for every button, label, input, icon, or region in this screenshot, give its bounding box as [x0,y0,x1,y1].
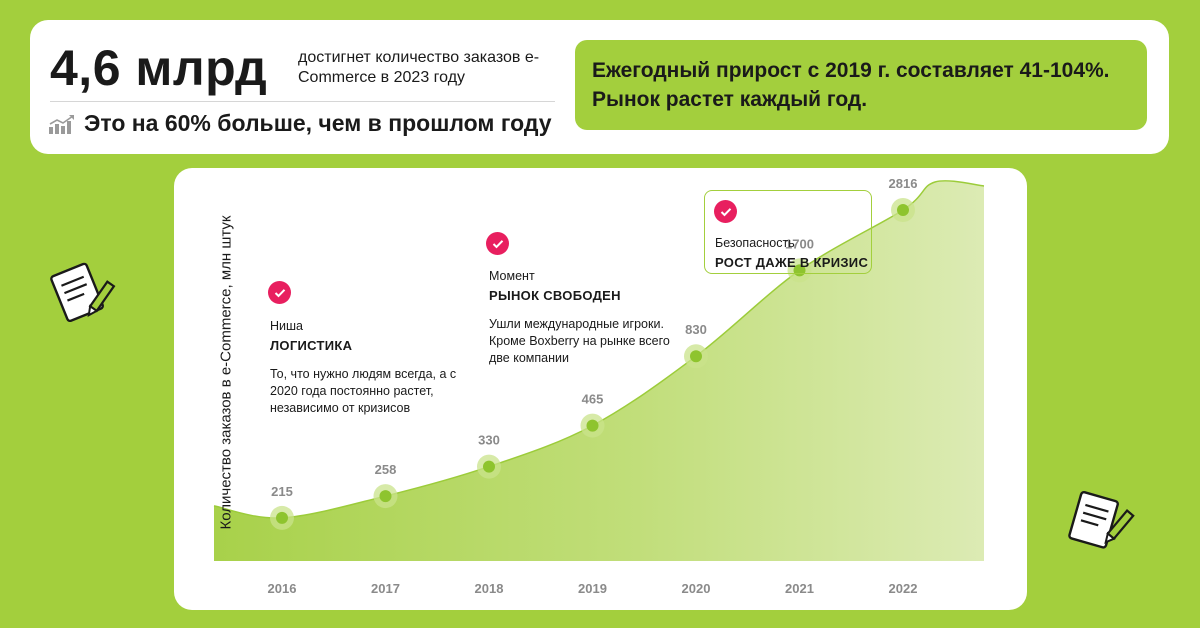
note-headline: РОСТ ДАЖЕ В КРИЗИС [715,255,869,270]
check-icon [714,200,737,223]
x-tick-label: 2022 [889,581,918,596]
note-headline: РЫНОК СВОБОДЕН [489,288,621,303]
document-pencil-icon [1068,491,1135,549]
document-pencil-icon [50,262,116,323]
data-point [276,511,288,524]
summary-divider [50,101,555,102]
note-moment: Момент РЫНОК СВОБОДЕН Ушли международные… [489,268,689,367]
check-icon [486,232,509,255]
bar-chart-growth-icon [49,114,74,134]
note-headline: ЛОГИСТИКА [270,338,353,353]
highlight-text: Ежегодный прирост с 2019 г. составляет 4… [592,59,1110,111]
data-point [379,490,392,503]
x-tick-label: 2018 [475,581,504,596]
data-value-label: 215 [271,484,293,499]
x-tick-label: 2019 [578,581,607,596]
y-axis-label: Количество заказов в e-Commerce, млн шту… [217,215,235,530]
note-kicker: Ниша [270,319,303,333]
data-value-label: 2816 [889,176,918,191]
data-value-label: 258 [375,462,397,477]
data-value-label: 1700 [785,236,814,251]
note-kicker: Безопасность [715,236,795,250]
data-point [690,350,702,363]
area-chart: 215 2016 258 2017 330 2018 465 2019 830 2020 1700 2… [213,176,985,596]
data-point [897,204,909,217]
x-tick-label: 2021 [785,581,814,596]
data-point [586,419,599,432]
note-body: Ушли международные игроки. Кроме Boxberr… [489,317,670,365]
headline-number: 4,6 млрд [50,40,268,96]
highlight-box: Ежегодный прирост с 2019 г. составляет 4… [575,40,1147,130]
summary-card: 4,6 млрд достигнет количество заказов e-… [30,20,1169,154]
x-tick-label: 2017 [371,581,400,596]
callout-safety: Безопасность РОСТ ДАЖЕ В КРИЗИС [704,190,872,274]
x-tick-label: 2016 [268,581,297,596]
note-niche: Ниша ЛОГИСТИКА То, что нужно людям всегд… [270,318,490,417]
data-value-label: 465 [582,392,604,407]
growth-statement: Это на 60% больше, чем в прошлом году [48,110,552,137]
x-tick-label: 2020 [682,581,711,596]
note-kicker: Момент [489,269,535,283]
growth-text: Это на 60% больше, чем в прошлом году [84,110,552,136]
note-body: То, что нужно людям всегда, а с 2020 год… [270,367,457,415]
chart-area-fill [214,180,984,562]
headline-caption: достигнет количество заказов e-Commerce … [298,49,540,86]
data-point [483,460,495,473]
data-value-label: 830 [685,322,707,337]
chart-card: 215 2016 258 2017 330 2018 465 2019 830 2020 1700 2… [174,168,1027,610]
check-icon [268,281,291,304]
note-safety: Безопасность РОСТ ДАЖЕ В КРИЗИС [715,235,873,271]
data-value-label: 330 [478,433,500,448]
